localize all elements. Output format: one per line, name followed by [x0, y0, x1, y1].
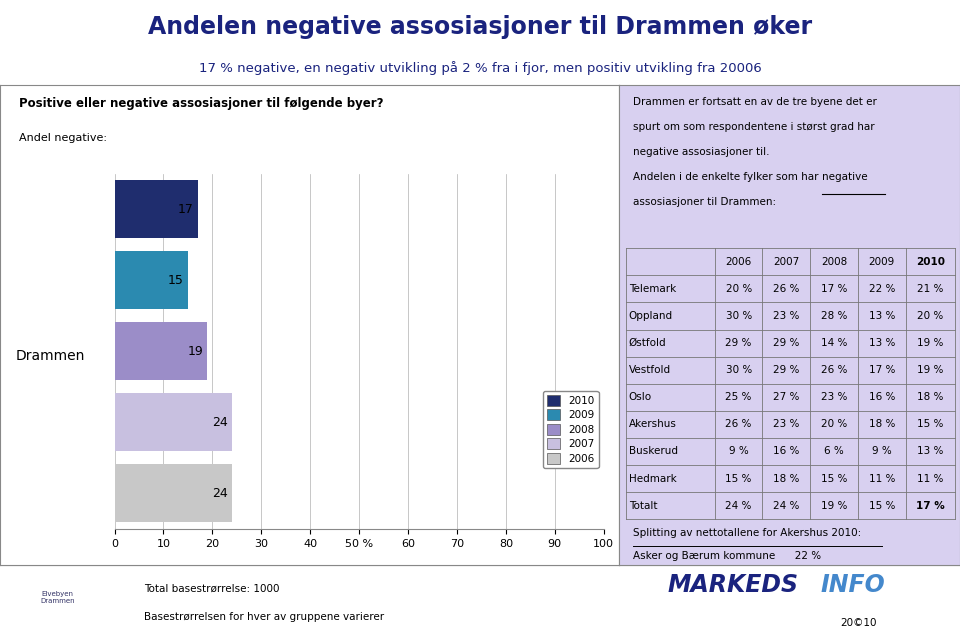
Text: 17: 17 — [178, 203, 194, 216]
Text: 15 %: 15 % — [726, 473, 752, 483]
Bar — [114, 322, 207, 380]
Text: 14 %: 14 % — [821, 338, 848, 348]
Text: 2006: 2006 — [726, 257, 752, 267]
Text: 17 % negative, en negativ utvikling på 2 % fra i fjor, men positiv utvikling fra: 17 % negative, en negativ utvikling på 2… — [199, 61, 761, 75]
Text: 19 %: 19 % — [917, 365, 944, 375]
Text: 9 %: 9 % — [729, 447, 749, 456]
Text: 18 %: 18 % — [869, 420, 895, 429]
Text: 18 %: 18 % — [917, 392, 944, 402]
Text: 13 %: 13 % — [869, 311, 895, 321]
Text: 20 %: 20 % — [726, 284, 752, 294]
Text: 19 %: 19 % — [917, 338, 944, 348]
Text: Andelen negative assosiasjoner til Drammen øker: Andelen negative assosiasjoner til Dramm… — [148, 15, 812, 39]
Text: Oslo: Oslo — [629, 392, 652, 402]
Text: 2008: 2008 — [821, 257, 847, 267]
Text: 15 %: 15 % — [869, 500, 895, 510]
Text: 15 %: 15 % — [821, 473, 848, 483]
Text: 26 %: 26 % — [773, 284, 800, 294]
Text: INFO: INFO — [821, 573, 885, 597]
Text: 6 %: 6 % — [824, 447, 844, 456]
Text: 24 %: 24 % — [773, 500, 800, 510]
Text: Asker og Bærum kommune      22 %: Asker og Bærum kommune 22 % — [633, 551, 821, 561]
Text: 17 %: 17 % — [869, 365, 895, 375]
Text: 2009: 2009 — [869, 257, 895, 267]
Text: Totalt: Totalt — [629, 500, 658, 510]
Text: 26 %: 26 % — [821, 365, 848, 375]
Text: 24: 24 — [212, 487, 228, 500]
Text: Akershus: Akershus — [629, 420, 677, 429]
Text: 28 %: 28 % — [821, 311, 848, 321]
Bar — [114, 251, 188, 309]
Text: 29 %: 29 % — [773, 365, 800, 375]
Text: 21 %: 21 % — [917, 284, 944, 294]
Text: 19: 19 — [188, 345, 204, 358]
Text: 30 %: 30 % — [726, 311, 752, 321]
Text: Positive eller negative assosiasjoner til følgende byer?: Positive eller negative assosiasjoner ti… — [18, 97, 383, 110]
Text: 13 %: 13 % — [917, 447, 944, 456]
Text: 20©10: 20©10 — [840, 618, 876, 628]
Bar — [114, 393, 232, 451]
Text: Andel negative:: Andel negative: — [18, 133, 107, 143]
Text: 11 %: 11 % — [917, 473, 944, 483]
Text: assosiasjoner til Drammen:: assosiasjoner til Drammen: — [633, 197, 776, 207]
Text: Telemark: Telemark — [629, 284, 676, 294]
Bar — [114, 464, 232, 522]
Text: 2010: 2010 — [916, 257, 945, 267]
Text: negative assosiasjoner til.: negative assosiasjoner til. — [633, 147, 769, 157]
Text: Hedmark: Hedmark — [629, 473, 677, 483]
Text: 9 %: 9 % — [872, 447, 892, 456]
Text: Total basestrørrelse: 1000: Total basestrørrelse: 1000 — [144, 583, 279, 593]
Text: 22 %: 22 % — [869, 284, 895, 294]
Text: Splitting av nettotallene for Akershus 2010:: Splitting av nettotallene for Akershus 2… — [633, 528, 861, 538]
Text: 30 %: 30 % — [726, 365, 752, 375]
Text: 23 %: 23 % — [821, 392, 848, 402]
Text: 16 %: 16 % — [869, 392, 895, 402]
Text: Elvebyen
Drammen: Elvebyen Drammen — [40, 591, 75, 604]
Text: Vestfold: Vestfold — [629, 365, 671, 375]
Text: 20 %: 20 % — [821, 420, 847, 429]
Text: spurt om som respondentene i størst grad har: spurt om som respondentene i størst grad… — [633, 122, 875, 132]
Text: Buskerud: Buskerud — [629, 447, 678, 456]
Text: 11 %: 11 % — [869, 473, 895, 483]
Text: Basestrørrelsen for hver av gruppene varierer: Basestrørrelsen for hver av gruppene var… — [144, 613, 384, 622]
Text: Oppland: Oppland — [629, 311, 673, 321]
Text: 29 %: 29 % — [773, 338, 800, 348]
Legend: 2010, 2009, 2008, 2007, 2006: 2010, 2009, 2008, 2007, 2006 — [543, 391, 598, 468]
Text: Drammen: Drammen — [15, 349, 84, 363]
Text: negative: negative — [822, 172, 868, 182]
Text: 16 %: 16 % — [773, 447, 800, 456]
Text: Drammen er fortsatt en av de tre byene det er: Drammen er fortsatt en av de tre byene d… — [633, 97, 876, 107]
Text: 19 %: 19 % — [821, 500, 848, 510]
Text: 15: 15 — [168, 274, 184, 287]
Text: 29 %: 29 % — [726, 338, 752, 348]
Text: 20 %: 20 % — [917, 311, 944, 321]
Text: Andelen i de enkelte fylker som har: Andelen i de enkelte fylker som har — [633, 172, 822, 182]
Text: 2007: 2007 — [773, 257, 800, 267]
Text: MARKEDS: MARKEDS — [667, 573, 798, 597]
Bar — [114, 180, 198, 239]
Text: 15 %: 15 % — [917, 420, 944, 429]
Text: 27 %: 27 % — [773, 392, 800, 402]
Text: 13 %: 13 % — [869, 338, 895, 348]
Text: 24: 24 — [212, 416, 228, 429]
Text: 18 %: 18 % — [773, 473, 800, 483]
Text: 17 %: 17 % — [916, 500, 945, 510]
Text: 17 %: 17 % — [821, 284, 848, 294]
Text: Østfold: Østfold — [629, 338, 666, 348]
Text: 26 %: 26 % — [726, 420, 752, 429]
Text: 24 %: 24 % — [726, 500, 752, 510]
Text: 25 %: 25 % — [726, 392, 752, 402]
Text: 23 %: 23 % — [773, 420, 800, 429]
Text: 23 %: 23 % — [773, 311, 800, 321]
